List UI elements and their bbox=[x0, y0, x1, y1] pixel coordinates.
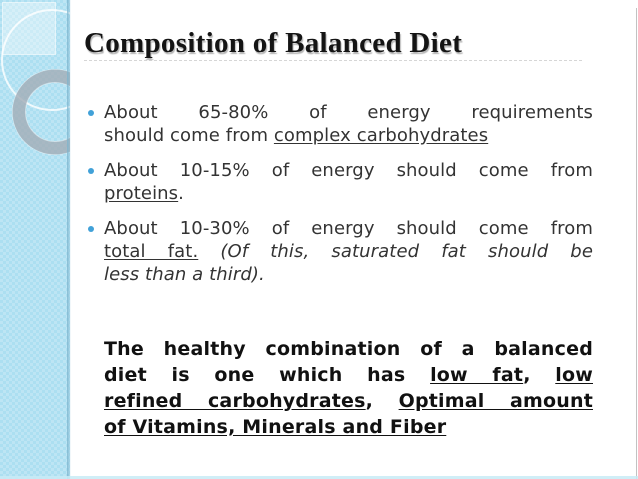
text-segment: low bbox=[555, 364, 593, 386]
ring-icon bbox=[12, 69, 70, 155]
bullet-text: About 10-30% of energy should come from t… bbox=[104, 217, 593, 286]
bullet-text: About 10-15% of energy should come from p… bbox=[104, 159, 593, 205]
right-edge-line bbox=[636, 8, 637, 479]
text-line: proteins. bbox=[104, 182, 593, 205]
text-segment: proteins bbox=[104, 183, 179, 204]
text-segment: , bbox=[523, 364, 556, 386]
text-segment: low fat bbox=[430, 364, 524, 386]
text-segment: The healthy combination of a balanced bbox=[104, 338, 593, 360]
text-line: refined carbohydrates, Optimal amount bbox=[104, 388, 593, 414]
sidebar-edge-divider bbox=[67, 0, 71, 479]
bullet-text: About 65-80% of energy requirements shoul… bbox=[104, 101, 593, 147]
text-line: About 10-15% of energy should come from bbox=[104, 159, 593, 182]
title-underline-rule bbox=[84, 60, 582, 61]
text-line: total fat. (Of this, saturated fat shoul… bbox=[104, 240, 593, 263]
text-segment: should come from bbox=[104, 125, 274, 146]
text-line: About 10-30% of energy should come from bbox=[104, 217, 593, 240]
circle-outline-icon bbox=[1, 9, 70, 111]
bullet-icon bbox=[88, 226, 94, 232]
bullet-icon bbox=[88, 168, 94, 174]
bullet-item: About 10-30% of energy should come from t… bbox=[88, 217, 593, 286]
sidebar-circles-decoration bbox=[1, 9, 70, 155]
text-line: About 65-80% of energy requirements bbox=[104, 101, 593, 124]
bullet-list: About 65-80% of energy requirements shoul… bbox=[88, 101, 593, 298]
text-segment bbox=[198, 241, 220, 262]
text-segment: , bbox=[365, 390, 399, 412]
sidebar-decoration bbox=[0, 0, 70, 479]
text-segment: . bbox=[178, 183, 184, 204]
text-segment: diet is one which has bbox=[104, 364, 431, 386]
text-line: of Vitamins, Minerals and Fiber bbox=[104, 414, 593, 440]
text-segment: (Of this, saturated fat should be bbox=[220, 241, 593, 262]
bullet-icon bbox=[88, 110, 94, 116]
text-line: diet is one which has low fat, low bbox=[104, 362, 593, 388]
slide-title: Composition of Balanced Diet bbox=[84, 27, 463, 59]
bottom-edge-strip bbox=[0, 476, 638, 479]
text-line: less than a third). bbox=[104, 263, 593, 286]
text-segment: About 65-80% of energy requirements bbox=[104, 102, 593, 123]
text-segment: of Vitamins, Minerals and Fiber bbox=[104, 416, 447, 438]
text-segment: less than a third). bbox=[104, 264, 265, 285]
text-segment: About 10-15% of energy should come from bbox=[104, 160, 593, 181]
text-line: The healthy combination of a balanced bbox=[104, 336, 593, 362]
text-segment: complex carbohydrates bbox=[273, 125, 489, 146]
text-line: should come from complex carbohydrates bbox=[104, 124, 593, 147]
text-segment: About 10-30% of energy should come from bbox=[104, 218, 593, 239]
text-segment: total fat. bbox=[104, 241, 199, 262]
bullet-item: About 10-15% of energy should come from p… bbox=[88, 159, 593, 205]
text-segment: refined carbohydrates bbox=[104, 390, 366, 412]
text-segment: Optimal amount bbox=[398, 390, 593, 412]
summary-paragraph: The healthy combination of a balanced die… bbox=[104, 336, 593, 440]
ring-inner-highlight-icon bbox=[25, 82, 70, 142]
bullet-item: About 65-80% of energy requirements shoul… bbox=[88, 101, 593, 147]
